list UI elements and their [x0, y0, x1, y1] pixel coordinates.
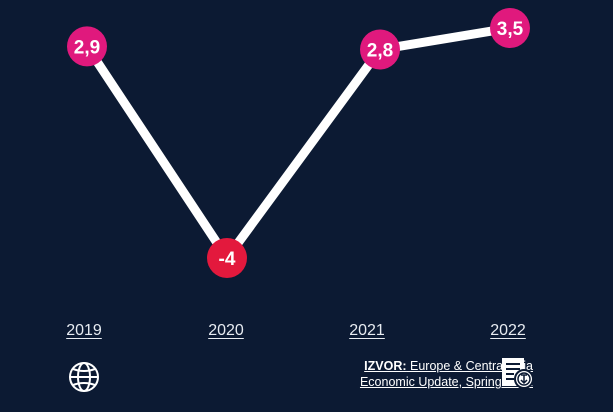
- globe-icon: [69, 362, 99, 392]
- x-tick-label: 2021: [349, 322, 385, 339]
- x-tick-label: 2022: [490, 322, 526, 339]
- source-line2: Economic Update, Spring 2021: [359, 375, 533, 389]
- document-download-icon[interactable]: [500, 356, 536, 390]
- x-tick-label: 2019: [66, 322, 102, 339]
- data-point: [490, 8, 530, 48]
- data-point: [360, 29, 400, 70]
- data-point: [207, 238, 247, 278]
- data-label: 3,5: [497, 19, 524, 40]
- data-label: 2,9: [74, 37, 100, 58]
- series-line: [83, 23, 511, 266]
- data-label: 2,8: [367, 40, 393, 61]
- data-point: [67, 26, 107, 67]
- source-bold: IZVOR:: [364, 359, 407, 373]
- data-label: -4: [219, 249, 236, 270]
- x-tick-label: 2020: [208, 322, 244, 339]
